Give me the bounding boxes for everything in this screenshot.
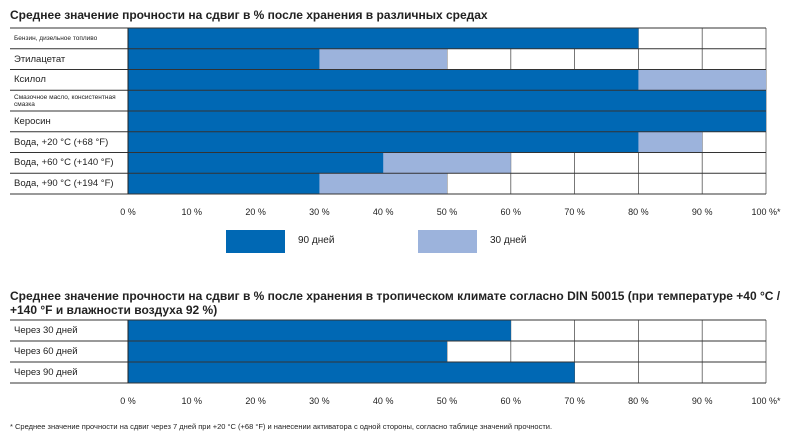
x-tick-label: 80 % — [628, 396, 649, 406]
bar — [128, 131, 639, 153]
x-tick-label: 10 % — [181, 396, 203, 406]
x-tick-label: 20 % — [245, 396, 266, 406]
bar — [128, 362, 575, 383]
bar — [128, 341, 447, 362]
row-label: Через 30 дней — [14, 325, 78, 336]
row-label: Через 90 дней — [14, 367, 78, 378]
chart-title: Среднее значение прочности на сдвиг в % … — [10, 8, 488, 22]
bar — [128, 69, 639, 91]
legend-label: 30 дней — [490, 235, 527, 246]
row-label: Бензин, дизельное топливо — [14, 34, 98, 42]
row-label: Этилацетат — [14, 53, 66, 65]
x-tick-label: 90 % — [691, 396, 713, 406]
footnote: * Среднее значение прочности на сдвиг че… — [10, 422, 553, 431]
bar — [128, 28, 639, 49]
bar — [128, 48, 320, 70]
x-tick-label: 50 % — [436, 396, 458, 406]
bar — [128, 152, 384, 174]
x-tick-label: 60 % — [500, 396, 522, 406]
x-tick-label: 0 % — [120, 396, 136, 406]
bar — [128, 111, 766, 132]
bar — [128, 320, 511, 341]
x-tick-label: 30 % — [309, 207, 330, 217]
row-label: Смазочное масло, консистентная смазка — [14, 93, 116, 108]
x-tick-label: 20 % — [245, 207, 266, 217]
x-tick-label: 70 % — [564, 207, 585, 217]
x-tick-label: 0 % — [120, 207, 136, 217]
bar — [128, 90, 766, 111]
row-label: Вода, +90 °C (+194 °F) — [14, 178, 114, 190]
x-tick-label: 100 %* — [751, 207, 781, 217]
chart-title: Среднее значение прочности на сдвиг в % … — [10, 289, 781, 317]
row-label: Через 60 дней — [14, 346, 78, 357]
row-label: Ксилол — [14, 74, 46, 86]
row-label: Вода, +60 °C (+140 °F) — [14, 157, 114, 169]
x-tick-label: 10 % — [181, 207, 203, 217]
row-label: Вода, +20 °C (+68 °F) — [14, 136, 109, 148]
x-tick-label: 80 % — [628, 207, 649, 217]
x-tick-label: 70 % — [564, 396, 585, 406]
legend-swatch — [418, 230, 477, 253]
x-tick-label: 40 % — [372, 396, 394, 406]
bar — [128, 173, 320, 194]
x-tick-label: 40 % — [372, 207, 394, 217]
legend-label: 90 дней — [298, 235, 335, 246]
x-tick-label: 90 % — [691, 207, 713, 217]
legend-swatch — [226, 230, 285, 253]
x-tick-label: 30 % — [309, 396, 330, 406]
x-tick-label: 50 % — [436, 207, 458, 217]
x-tick-label: 60 % — [500, 207, 522, 217]
x-tick-label: 100 %* — [751, 396, 781, 406]
row-label: Керосин — [14, 115, 51, 127]
